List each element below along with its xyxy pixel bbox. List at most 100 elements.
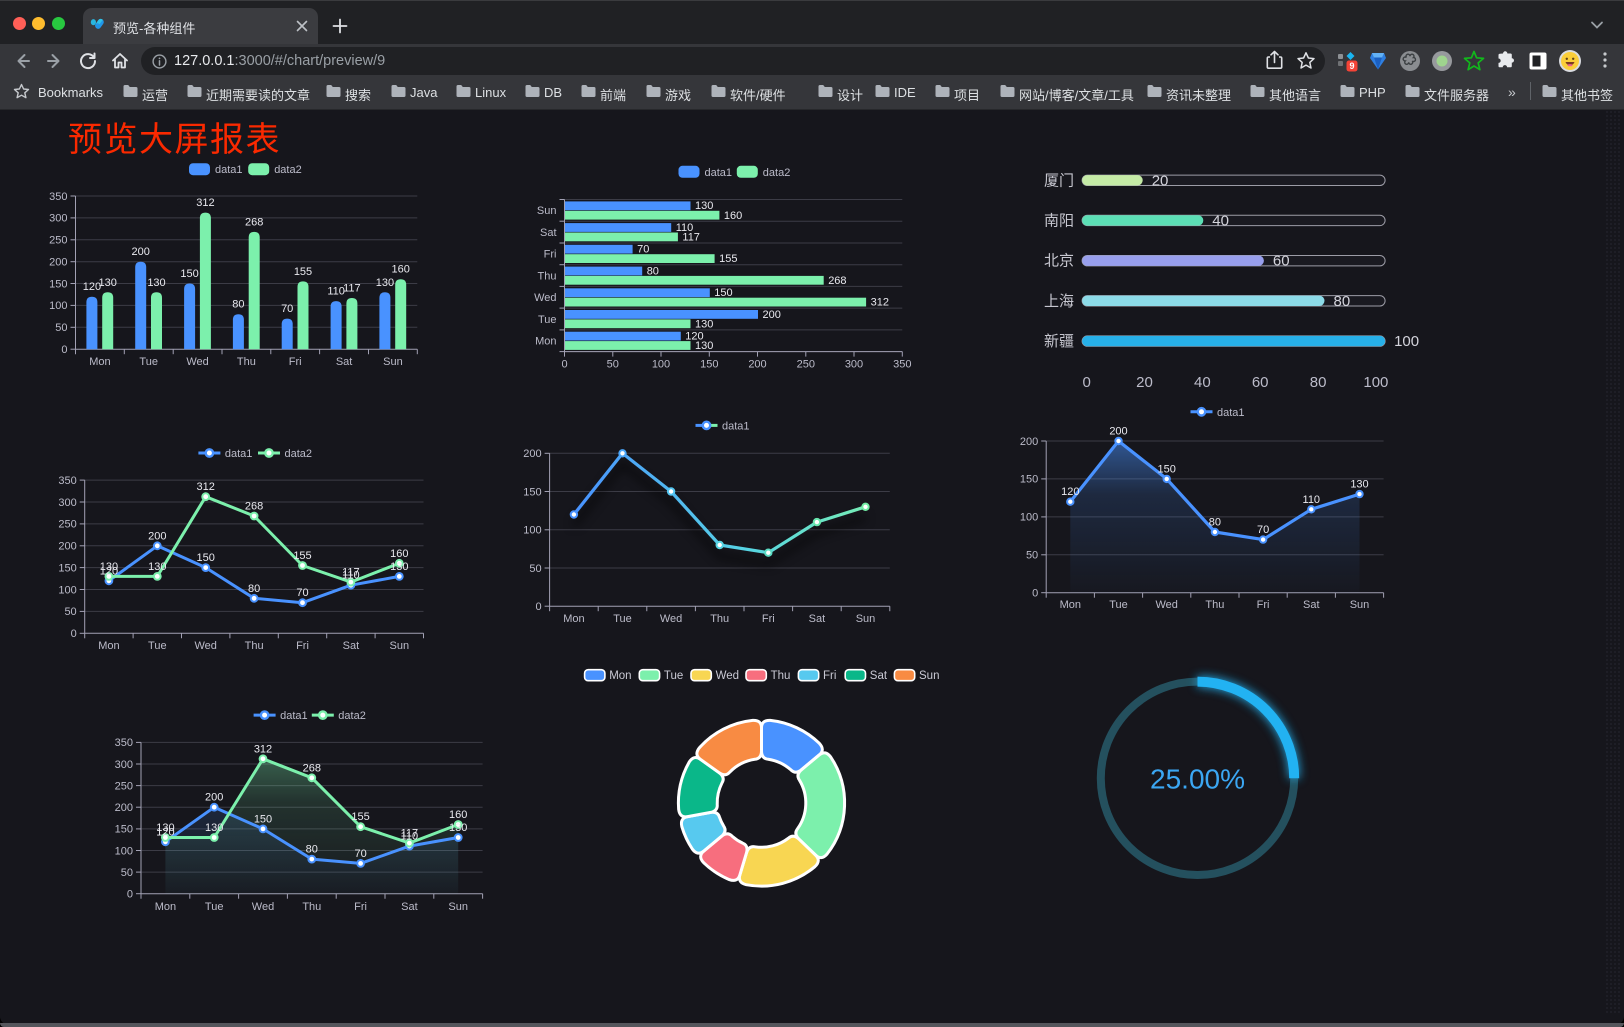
svg-text:130: 130 xyxy=(205,822,223,834)
svg-text:Sun: Sun xyxy=(448,901,468,913)
svg-text:Sat: Sat xyxy=(870,670,888,682)
svg-text:Sun: Sun xyxy=(383,356,403,368)
svg-text:Thu: Thu xyxy=(302,901,321,913)
svg-text:9: 9 xyxy=(1349,61,1354,71)
svg-text:Fri: Fri xyxy=(289,356,302,368)
svg-text:117: 117 xyxy=(682,232,700,244)
svg-text:Wed: Wed xyxy=(186,356,208,368)
svg-text:Fri: Fri xyxy=(544,249,557,261)
svg-text:200: 200 xyxy=(1020,436,1038,448)
svg-text:Thu: Thu xyxy=(710,613,729,625)
svg-text:300: 300 xyxy=(115,759,133,771)
svg-text:上海: 上海 xyxy=(1044,293,1074,310)
svg-text:130: 130 xyxy=(449,822,467,834)
svg-text:data1: data1 xyxy=(225,448,253,460)
svg-text:200: 200 xyxy=(763,309,781,321)
svg-text:50: 50 xyxy=(607,359,619,371)
svg-text:110: 110 xyxy=(327,286,345,298)
svg-text:150: 150 xyxy=(714,287,732,299)
svg-text:40: 40 xyxy=(1194,374,1211,391)
svg-text:data1: data1 xyxy=(722,420,750,432)
svg-text:268: 268 xyxy=(828,275,846,287)
svg-text:Wed: Wed xyxy=(1155,599,1177,611)
svg-text:Tue: Tue xyxy=(148,640,167,652)
svg-text:350: 350 xyxy=(58,475,76,487)
svg-text:130: 130 xyxy=(99,277,117,289)
svg-text:Wed: Wed xyxy=(534,292,556,304)
svg-text:117: 117 xyxy=(401,828,419,840)
svg-text:80: 80 xyxy=(1334,293,1351,310)
svg-text:Wed: Wed xyxy=(194,640,216,652)
svg-text:155: 155 xyxy=(294,266,312,278)
svg-text:data1: data1 xyxy=(215,164,243,176)
svg-text:Sun: Sun xyxy=(537,205,557,217)
svg-text:70: 70 xyxy=(1257,524,1269,536)
svg-text:160: 160 xyxy=(390,548,408,560)
svg-text:268: 268 xyxy=(245,501,263,513)
svg-text:130: 130 xyxy=(695,200,713,212)
svg-text:Tue: Tue xyxy=(205,901,224,913)
svg-text:Tue: Tue xyxy=(613,613,632,625)
svg-text:Tue: Tue xyxy=(538,314,557,326)
svg-text:130: 130 xyxy=(695,318,713,330)
svg-text:150: 150 xyxy=(1020,474,1038,486)
svg-text:Thu: Thu xyxy=(538,270,557,282)
svg-text:100: 100 xyxy=(49,300,67,312)
svg-text:0: 0 xyxy=(71,628,77,640)
svg-text:312: 312 xyxy=(254,743,272,755)
svg-text:50: 50 xyxy=(529,563,541,575)
svg-text:200: 200 xyxy=(523,448,541,460)
svg-text:0: 0 xyxy=(561,359,567,371)
svg-text:Sat: Sat xyxy=(401,901,418,913)
svg-text:100: 100 xyxy=(523,525,541,537)
svg-text:117: 117 xyxy=(342,567,360,579)
svg-text:300: 300 xyxy=(58,497,76,509)
svg-text:Sun: Sun xyxy=(390,640,410,652)
svg-text:150: 150 xyxy=(197,552,215,564)
svg-text:0: 0 xyxy=(61,344,67,356)
svg-text:80: 80 xyxy=(306,844,318,856)
svg-text:312: 312 xyxy=(871,297,889,309)
svg-text:Wed: Wed xyxy=(660,613,682,625)
svg-text:117: 117 xyxy=(343,283,361,295)
svg-text:Mon: Mon xyxy=(535,336,556,348)
svg-text:150: 150 xyxy=(523,486,541,498)
svg-text:0: 0 xyxy=(535,601,541,613)
svg-text:120: 120 xyxy=(156,826,174,838)
svg-text:Mon: Mon xyxy=(89,356,110,368)
svg-text:250: 250 xyxy=(49,235,67,247)
svg-text:0: 0 xyxy=(127,889,133,901)
svg-text:Tue: Tue xyxy=(664,670,683,682)
svg-text:155: 155 xyxy=(351,811,369,823)
svg-text:Mon: Mon xyxy=(98,640,119,652)
svg-text:120: 120 xyxy=(685,331,703,343)
svg-text:Tue: Tue xyxy=(139,356,158,368)
svg-text:200: 200 xyxy=(205,792,223,804)
svg-text:130: 130 xyxy=(1350,479,1368,491)
svg-text:250: 250 xyxy=(58,519,76,531)
svg-text:350: 350 xyxy=(49,191,67,203)
svg-text:130: 130 xyxy=(390,561,408,573)
svg-text:130: 130 xyxy=(148,561,166,573)
svg-text:Fri: Fri xyxy=(354,901,367,913)
svg-text:300: 300 xyxy=(49,213,67,225)
svg-text:Tue: Tue xyxy=(1109,599,1128,611)
svg-text:data2: data2 xyxy=(763,167,791,179)
svg-text:130: 130 xyxy=(100,561,118,573)
svg-text:120: 120 xyxy=(1061,486,1079,498)
svg-text:312: 312 xyxy=(196,197,214,209)
svg-text:110: 110 xyxy=(342,570,360,582)
svg-text:160: 160 xyxy=(449,809,467,821)
svg-text:Fri: Fri xyxy=(762,613,775,625)
svg-text:70: 70 xyxy=(354,848,366,860)
svg-text:200: 200 xyxy=(115,802,133,814)
svg-text:100: 100 xyxy=(1020,512,1038,524)
svg-text:0: 0 xyxy=(1083,374,1091,391)
svg-text:160: 160 xyxy=(724,210,742,222)
svg-text:南阳: 南阳 xyxy=(1044,212,1074,229)
svg-text:100: 100 xyxy=(1363,374,1388,391)
svg-text:110: 110 xyxy=(1303,494,1321,506)
svg-text:80: 80 xyxy=(1209,517,1221,529)
svg-text:200: 200 xyxy=(1109,426,1127,438)
svg-text:Fri: Fri xyxy=(1257,599,1270,611)
